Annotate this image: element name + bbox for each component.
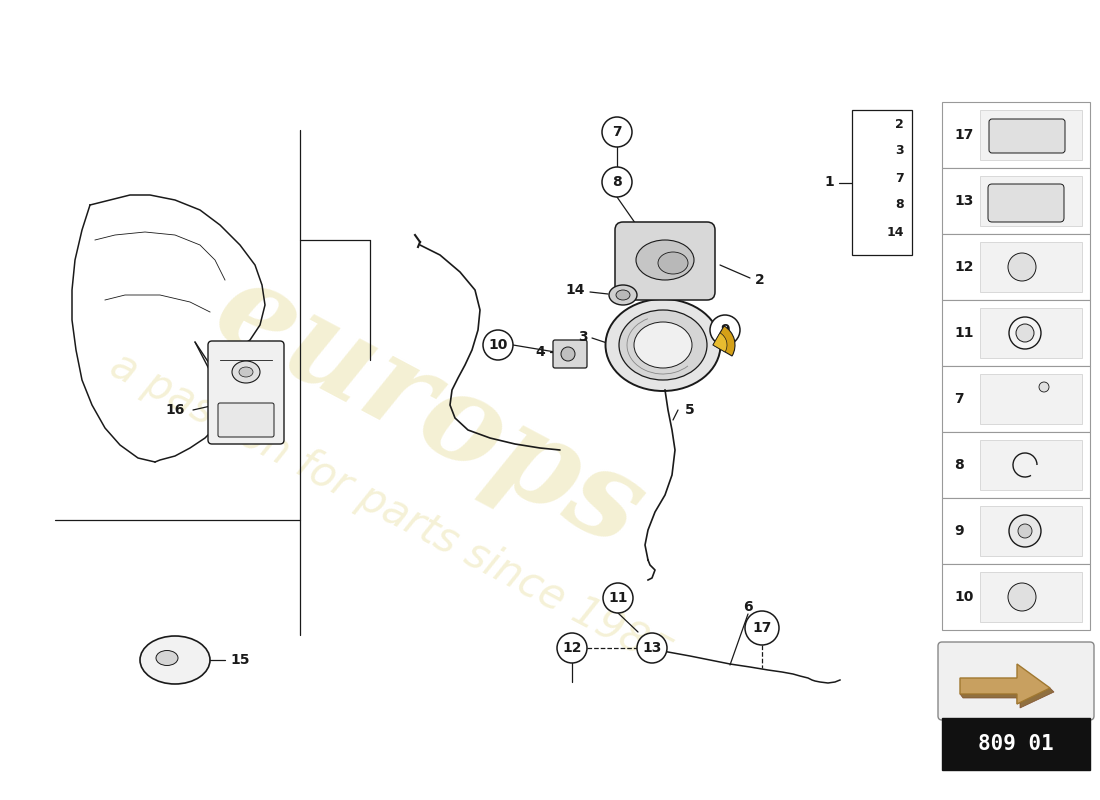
Ellipse shape	[616, 290, 630, 300]
Ellipse shape	[140, 636, 210, 684]
Bar	[980, 110, 1082, 160]
Text: 14: 14	[887, 226, 904, 238]
Circle shape	[1016, 324, 1034, 342]
Text: 4: 4	[536, 345, 544, 359]
Bar	[942, 102, 1090, 168]
Circle shape	[1008, 253, 1036, 281]
Text: 2: 2	[755, 273, 764, 287]
Text: 9: 9	[720, 323, 729, 337]
Ellipse shape	[634, 322, 692, 368]
FancyBboxPatch shape	[218, 403, 274, 437]
Text: europs: europs	[196, 248, 664, 572]
Bar	[980, 506, 1082, 556]
Text: 16: 16	[165, 403, 185, 417]
Text: 1: 1	[824, 175, 834, 190]
Text: 8: 8	[612, 175, 621, 189]
Text: 2: 2	[895, 118, 904, 130]
Text: 7: 7	[613, 125, 621, 139]
Text: 9: 9	[954, 524, 964, 538]
Text: 8: 8	[895, 198, 904, 211]
Text: 3: 3	[579, 330, 588, 344]
Text: 10: 10	[954, 590, 974, 604]
FancyBboxPatch shape	[938, 642, 1094, 720]
Circle shape	[1009, 515, 1041, 547]
Circle shape	[603, 583, 632, 613]
Text: 10: 10	[488, 338, 508, 352]
Ellipse shape	[658, 252, 688, 274]
Circle shape	[710, 315, 740, 345]
Bar	[942, 300, 1090, 366]
Text: 12: 12	[954, 260, 974, 274]
Ellipse shape	[232, 361, 260, 383]
Ellipse shape	[605, 299, 720, 391]
Bar	[980, 242, 1082, 292]
Text: 3: 3	[895, 145, 904, 158]
Bar	[942, 498, 1090, 564]
FancyBboxPatch shape	[615, 222, 715, 300]
Circle shape	[1009, 317, 1041, 349]
FancyBboxPatch shape	[988, 184, 1064, 222]
Bar	[980, 308, 1082, 358]
Bar	[942, 432, 1090, 498]
Bar	[942, 168, 1090, 234]
Text: 8: 8	[954, 458, 964, 472]
Text: 15: 15	[230, 653, 250, 667]
Circle shape	[745, 611, 779, 645]
Text: 13: 13	[954, 194, 974, 208]
FancyBboxPatch shape	[989, 119, 1065, 153]
Bar	[942, 366, 1090, 432]
Circle shape	[602, 167, 632, 197]
Text: 13: 13	[642, 641, 662, 655]
Circle shape	[561, 347, 575, 361]
Text: 6: 6	[744, 600, 752, 614]
Circle shape	[637, 633, 667, 663]
Polygon shape	[960, 664, 1050, 704]
Text: 11: 11	[954, 326, 974, 340]
Text: a passion for parts since 1985: a passion for parts since 1985	[102, 344, 678, 676]
Wedge shape	[713, 326, 735, 356]
Text: 12: 12	[562, 641, 582, 655]
Bar	[942, 718, 1090, 770]
Polygon shape	[960, 688, 1054, 708]
Ellipse shape	[619, 310, 707, 380]
Ellipse shape	[156, 650, 178, 666]
Text: 17: 17	[954, 128, 974, 142]
Text: 17: 17	[752, 621, 772, 635]
Text: 5: 5	[685, 403, 695, 417]
Circle shape	[1008, 583, 1036, 611]
Circle shape	[602, 117, 632, 147]
Circle shape	[483, 330, 513, 360]
Ellipse shape	[609, 285, 637, 305]
Ellipse shape	[636, 240, 694, 280]
Bar	[980, 176, 1082, 226]
Text: 7: 7	[895, 171, 904, 185]
Bar	[980, 374, 1082, 424]
Wedge shape	[713, 333, 727, 352]
Text: 11: 11	[608, 591, 628, 605]
Bar	[942, 234, 1090, 300]
Circle shape	[557, 633, 587, 663]
FancyBboxPatch shape	[553, 340, 587, 368]
Text: 809 01: 809 01	[978, 734, 1054, 754]
Text: 14: 14	[565, 283, 585, 297]
Bar	[980, 572, 1082, 622]
FancyBboxPatch shape	[208, 341, 284, 444]
Bar	[942, 564, 1090, 630]
Circle shape	[1040, 382, 1049, 392]
Bar	[852, 110, 912, 255]
Text: 7: 7	[954, 392, 964, 406]
Circle shape	[1018, 524, 1032, 538]
Bar	[980, 440, 1082, 490]
Ellipse shape	[239, 367, 253, 377]
